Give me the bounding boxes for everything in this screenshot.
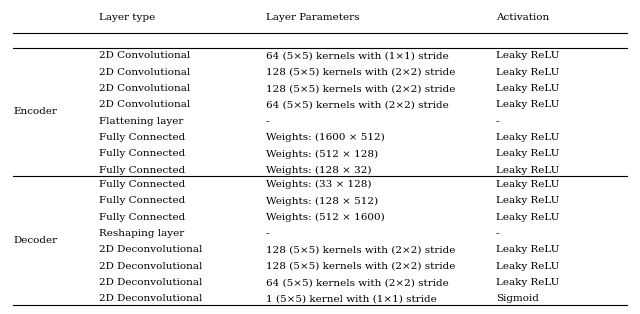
Text: 2D Deconvolutional: 2D Deconvolutional xyxy=(99,295,203,303)
Text: Leaky ReLU: Leaky ReLU xyxy=(496,133,559,142)
Text: 2D Convolutional: 2D Convolutional xyxy=(99,100,191,109)
Text: Fully Connected: Fully Connected xyxy=(99,149,186,158)
Text: Leaky ReLU: Leaky ReLU xyxy=(496,262,559,271)
Text: 128 (5×5) kernels with (2×2) stride: 128 (5×5) kernels with (2×2) stride xyxy=(266,262,455,271)
Text: -: - xyxy=(496,117,499,126)
Text: Weights: (33 × 128): Weights: (33 × 128) xyxy=(266,180,371,189)
Text: 64 (5×5) kernels with (2×2) stride: 64 (5×5) kernels with (2×2) stride xyxy=(266,278,449,287)
Text: Fully Connected: Fully Connected xyxy=(99,133,186,142)
Text: 64 (5×5) kernels with (1×1) stride: 64 (5×5) kernels with (1×1) stride xyxy=(266,51,449,60)
Text: Decoder: Decoder xyxy=(13,236,57,245)
Text: Fully Connected: Fully Connected xyxy=(99,197,186,205)
Text: Reshaping layer: Reshaping layer xyxy=(99,229,184,238)
Text: 64 (5×5) kernels with (2×2) stride: 64 (5×5) kernels with (2×2) stride xyxy=(266,100,449,109)
Text: Weights: (128 × 512): Weights: (128 × 512) xyxy=(266,197,378,206)
Text: 128 (5×5) kernels with (2×2) stride: 128 (5×5) kernels with (2×2) stride xyxy=(266,68,455,77)
Text: Leaky ReLU: Leaky ReLU xyxy=(496,246,559,254)
Text: Weights: (1600 × 512): Weights: (1600 × 512) xyxy=(266,133,385,142)
Text: Flattening layer: Flattening layer xyxy=(99,117,184,126)
Text: Fully Connected: Fully Connected xyxy=(99,180,186,189)
Text: 2D Deconvolutional: 2D Deconvolutional xyxy=(99,262,203,271)
Text: Leaky ReLU: Leaky ReLU xyxy=(496,278,559,287)
Text: Leaky ReLU: Leaky ReLU xyxy=(496,149,559,158)
Text: 2D Convolutional: 2D Convolutional xyxy=(99,51,191,60)
Text: 2D Convolutional: 2D Convolutional xyxy=(99,84,191,93)
Text: -: - xyxy=(496,229,499,238)
Text: 2D Deconvolutional: 2D Deconvolutional xyxy=(99,246,203,254)
Text: Activation: Activation xyxy=(496,13,549,22)
Text: Leaky ReLU: Leaky ReLU xyxy=(496,197,559,205)
Text: Encoder: Encoder xyxy=(13,107,57,116)
Text: Weights: (512 × 128): Weights: (512 × 128) xyxy=(266,149,378,159)
Text: -: - xyxy=(266,229,269,238)
Text: Leaky ReLU: Leaky ReLU xyxy=(496,84,559,93)
Text: 1 (5×5) kernel with (1×1) stride: 1 (5×5) kernel with (1×1) stride xyxy=(266,295,436,303)
Text: Leaky ReLU: Leaky ReLU xyxy=(496,51,559,60)
Text: Weights: (512 × 1600): Weights: (512 × 1600) xyxy=(266,213,385,222)
Text: 128 (5×5) kernels with (2×2) stride: 128 (5×5) kernels with (2×2) stride xyxy=(266,84,455,93)
Text: 2D Deconvolutional: 2D Deconvolutional xyxy=(99,278,203,287)
Text: Layer Parameters: Layer Parameters xyxy=(266,13,359,22)
Text: Layer type: Layer type xyxy=(99,13,156,22)
Text: Leaky ReLU: Leaky ReLU xyxy=(496,166,559,175)
Text: Weights: (128 × 32): Weights: (128 × 32) xyxy=(266,166,371,175)
Text: Fully Connected: Fully Connected xyxy=(99,213,186,222)
Text: 128 (5×5) kernels with (2×2) stride: 128 (5×5) kernels with (2×2) stride xyxy=(266,246,455,254)
Text: Fully Connected: Fully Connected xyxy=(99,166,186,175)
Text: 2D Convolutional: 2D Convolutional xyxy=(99,68,191,77)
Text: Leaky ReLU: Leaky ReLU xyxy=(496,100,559,109)
Text: -: - xyxy=(266,117,269,126)
Text: Sigmoid: Sigmoid xyxy=(496,295,539,303)
Text: Leaky ReLU: Leaky ReLU xyxy=(496,180,559,189)
Text: Leaky ReLU: Leaky ReLU xyxy=(496,213,559,222)
Text: Leaky ReLU: Leaky ReLU xyxy=(496,68,559,77)
